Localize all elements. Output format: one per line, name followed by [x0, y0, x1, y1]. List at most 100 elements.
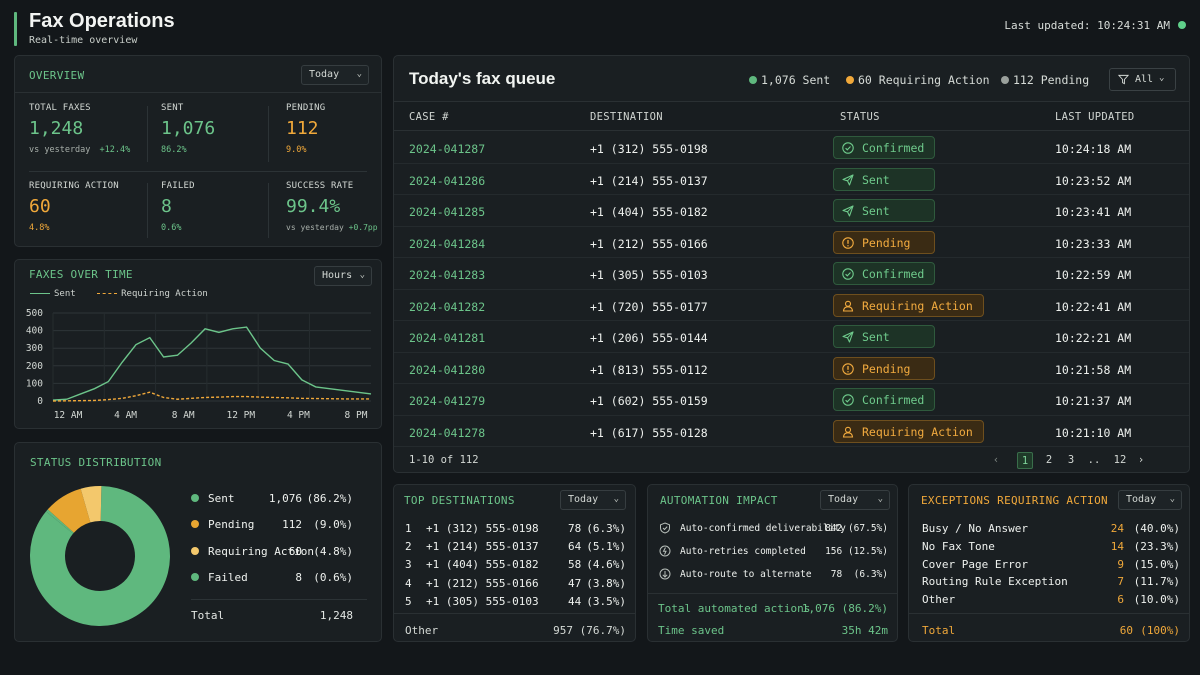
destination-number: +1 (404) 555-0182	[426, 558, 539, 572]
page-button[interactable]: 2	[1045, 454, 1053, 466]
chevron-down-icon: ⌄	[1159, 73, 1165, 83]
page-subtitle: Real-time overview	[29, 35, 138, 46]
chevron-down-icon: ⌄	[613, 494, 619, 504]
status-badge-label: Confirmed	[862, 141, 925, 155]
metric-failed: FAILED 8 0.6%	[161, 181, 276, 233]
table-row[interactable]: 2024-041284 +1 (212) 555-0166 Pending 10:23…	[394, 227, 1189, 258]
destination-rank: 1	[405, 522, 412, 535]
metric-label: PENDING	[286, 103, 326, 113]
destination-pct: (3.8%)	[586, 576, 626, 590]
exception-pct: (15.0%)	[1133, 557, 1180, 571]
exceptions-title: EXCEPTIONS REQUIRING ACTION	[921, 494, 1108, 507]
destination-number: +1 (212) 555-0166	[426, 576, 539, 590]
case-number-link[interactable]: 2024-041280	[409, 362, 486, 377]
alert-circle-icon	[842, 236, 854, 249]
case-number-link[interactable]: 2024-041282	[409, 299, 486, 314]
case-number-link[interactable]: 2024-041283	[409, 268, 486, 282]
y-tick-label: 500	[26, 308, 43, 319]
table-row[interactable]: 2024-041280 +1 (813) 555-0112 Pending 10:21…	[394, 353, 1189, 384]
legend-pct: (0.6%)	[313, 570, 353, 584]
pagination-next-button[interactable]: ›	[1137, 454, 1145, 466]
table-row[interactable]: 2024-041282 +1 (720) 555-0177 Requiring Ac…	[394, 290, 1189, 321]
table-row[interactable]: 2024-041285 +1 (404) 555-0182 Sent 10:23:41…	[394, 195, 1189, 227]
metric-sub-value: +12.4%	[99, 145, 131, 155]
exception-label: Busy / No Answer	[922, 522, 1028, 535]
table-row[interactable]: 2024-041287 +1 (312) 555-0198 Confirmed 10:…	[394, 132, 1189, 164]
chart-range-value: Hours	[322, 270, 353, 281]
column-header-destination[interactable]: DESTINATION	[590, 111, 663, 123]
legend-pct: (4.8%)	[313, 544, 353, 558]
table-row[interactable]: 2024-041279 +1 (602) 555-0159 Confirmed 10:…	[394, 384, 1189, 416]
destination-number: +1 (305) 555-0103	[426, 594, 539, 608]
chart-range-dropdown[interactable]: Hours ⌄	[314, 266, 372, 286]
queue-summary-action: 60 Requiring Action	[846, 73, 990, 87]
case-number-link[interactable]: 2024-041285	[409, 205, 486, 219]
legend-value: 1,076	[268, 492, 302, 505]
case-number-link[interactable]: 2024-041286	[409, 173, 486, 188]
destination-cell: +1 (212) 555-0166	[590, 236, 708, 251]
queue-title: Today's fax queue	[409, 69, 556, 88]
exceptions-total-label: Total	[922, 624, 956, 637]
alert-circle-icon	[842, 362, 854, 375]
exceptions-range-dropdown[interactable]: Today ⌄	[1118, 490, 1182, 510]
metric-value: 99.4%	[286, 196, 341, 217]
table-row[interactable]: 2024-041278 +1 (617) 555-0128 Requiring Ac…	[394, 416, 1189, 447]
exception-label: Cover Page Error	[922, 557, 1028, 571]
exception-count: 9	[1117, 557, 1124, 571]
series-line-sent	[52, 326, 372, 401]
table-row[interactable]: 2024-041283 +1 (305) 555-0103 Confirmed 10:…	[394, 258, 1189, 290]
destination-cell: +1 (602) 555-0159	[590, 394, 708, 408]
metric-sub: vs yesterday +12.4%	[29, 145, 144, 155]
case-number-link[interactable]: 2024-041278	[409, 425, 486, 440]
exception-pct: (23.3%)	[1133, 539, 1180, 553]
queue-summary-pending: 112 Pending	[1001, 73, 1089, 87]
chevron-down-icon: ⌄	[1169, 494, 1175, 504]
status-total-label: Total	[191, 609, 225, 622]
metric-pending: PENDING 112 9.0%	[286, 103, 401, 155]
column-header-last-updated[interactable]: LAST UPDATED	[1055, 111, 1135, 123]
destination-rank: 2	[405, 540, 412, 554]
case-number-link[interactable]: 2024-041284	[409, 236, 486, 251]
queue-summary-sent: 1,076 Sent	[749, 73, 830, 87]
exception-count: 14	[1110, 539, 1124, 553]
column-header-case[interactable]: CASE #	[409, 111, 449, 123]
table-row[interactable]: 2024-041286 +1 (214) 555-0137 Sent 10:23:52…	[394, 164, 1189, 195]
destination-cell: +1 (312) 555-0198	[590, 142, 708, 156]
case-number-link[interactable]: 2024-041281	[409, 331, 486, 345]
destination-count: 64	[568, 540, 582, 554]
automation-title: AUTOMATION IMPACT	[660, 494, 778, 507]
status-badge: Sent	[833, 167, 935, 191]
pending-dot-icon	[1001, 76, 1009, 84]
queue-filter-button[interactable]: All ⌄	[1109, 68, 1176, 91]
automation-row-label: Auto-route to alternate	[680, 569, 812, 580]
y-tick-label: 400	[26, 326, 43, 337]
x-tick-label: 12 AM	[54, 410, 83, 421]
x-tick-label: 4 PM	[287, 410, 310, 421]
legend-value: 8	[295, 570, 302, 584]
automation-range-dropdown[interactable]: Today ⌄	[820, 490, 890, 510]
metric-sent: SENT 1,076 86.2%	[161, 103, 276, 155]
legend-label: Pending	[208, 518, 255, 532]
metric-label: TOTAL FAXES	[29, 103, 91, 113]
destination-cell: +1 (214) 555-0137	[590, 173, 708, 188]
legend-action-label: Requiring Action	[121, 289, 208, 299]
last-updated-cell: 10:23:33 AM	[1055, 236, 1132, 251]
case-number-link[interactable]: 2024-041287	[409, 142, 486, 156]
chevron-down-icon: ⌄	[359, 270, 365, 280]
chart-legend: Sent Requiring Action	[30, 289, 208, 299]
top-destinations-range-dropdown[interactable]: Today ⌄	[560, 490, 626, 510]
pagination-prev-button[interactable]: ‹	[992, 454, 1000, 466]
chevron-down-icon: ⌄	[356, 69, 362, 79]
page-button[interactable]: 3	[1067, 454, 1075, 466]
page-button[interactable]: 12	[1113, 454, 1127, 466]
automation-row-label: Auto-retries completed	[680, 546, 806, 557]
overview-range-dropdown[interactable]: Today ⌄	[301, 65, 369, 85]
destination-count: 44	[568, 594, 582, 608]
legend-dot-icon	[191, 546, 199, 555]
table-row[interactable]: 2024-041281 +1 (206) 555-0144 Sent 10:22:21…	[394, 321, 1189, 353]
case-number-link[interactable]: 2024-041279	[409, 394, 486, 408]
legend-label: Requiring Action	[208, 544, 314, 558]
column-header-status[interactable]: STATUS	[840, 111, 880, 123]
page-title: Fax Operations	[29, 10, 175, 32]
page-button[interactable]: 1	[1017, 452, 1033, 469]
